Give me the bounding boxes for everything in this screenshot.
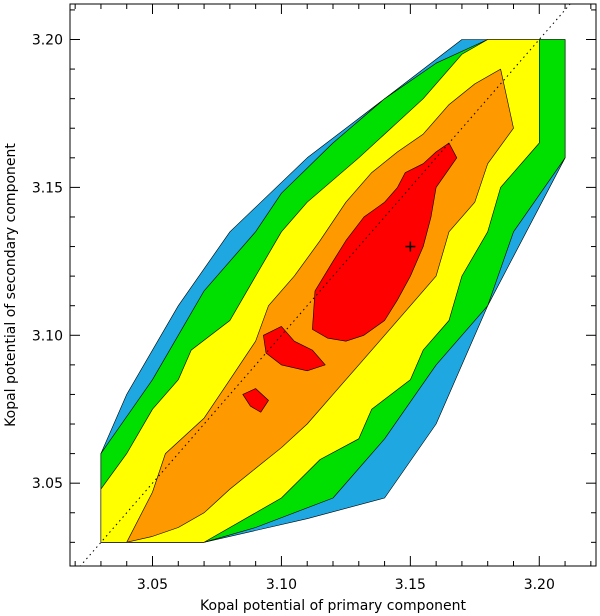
x-tick-labels: 3.05 3.10 3.15 3.20 — [137, 577, 555, 593]
x-axis-title: Kopal potential of primary component — [200, 598, 466, 614]
diagonal-reference-line — [79, 4, 571, 566]
contour-fills — [100, 39, 566, 543]
x-tick-label: 3.15 — [395, 577, 426, 593]
y-tick-label: 3.05 — [32, 476, 63, 492]
contour-level-7 — [242, 388, 269, 413]
y-tick-labels: 3.05 3.10 3.15 3.20 — [32, 32, 63, 492]
x-tick-label: 3.20 — [524, 577, 555, 593]
contour-level-6 — [263, 326, 326, 372]
y-tick-label: 3.10 — [32, 328, 63, 344]
y-tick-label: 3.20 — [32, 32, 63, 48]
y-axis-title: Kopal potential of secondary component — [3, 143, 19, 427]
best-fit-marker — [405, 241, 416, 252]
contour-level-5 — [312, 142, 458, 342]
x-tick-label: 3.05 — [137, 577, 168, 593]
y-tick-label: 3.15 — [32, 180, 63, 196]
x-tick-label: 3.10 — [266, 577, 297, 593]
axis-ticks — [70, 4, 596, 566]
